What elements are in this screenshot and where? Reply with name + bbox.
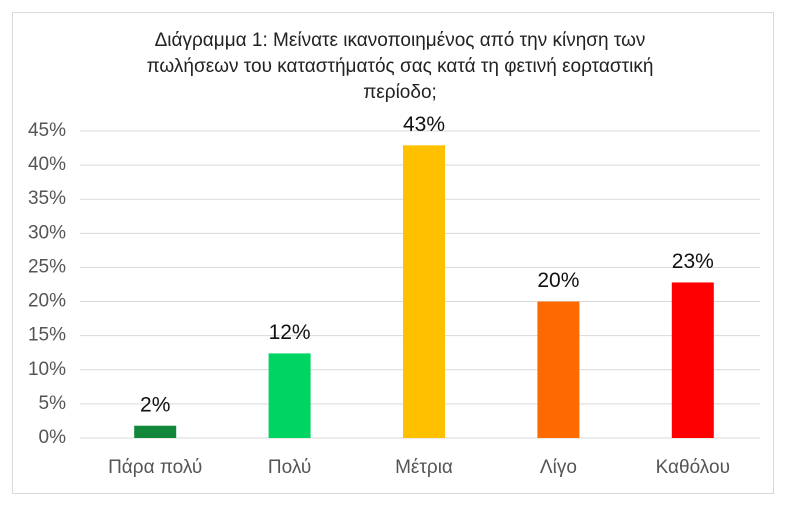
value-label: 20% (537, 269, 579, 292)
chart-frame (12, 12, 774, 494)
y-tick-label: 30% (28, 222, 66, 243)
x-tick-label: Πολύ (268, 457, 311, 478)
x-tick-label: Λίγο (540, 457, 577, 478)
y-tick-label: 35% (28, 188, 66, 209)
value-label: 23% (672, 250, 714, 273)
bar (134, 425, 177, 438)
y-tick-label: 45% (28, 120, 66, 141)
y-tick-label: 0% (39, 427, 67, 448)
x-tick-label: Καθόλου (656, 457, 730, 478)
y-tick-label: 10% (28, 359, 66, 380)
bar (537, 301, 580, 438)
y-tick-label: 20% (28, 291, 66, 312)
value-label: 12% (269, 321, 311, 344)
bar (403, 145, 445, 438)
value-label: 2% (140, 393, 170, 416)
bar (671, 282, 714, 438)
value-label: 43% (403, 113, 445, 136)
bar (268, 353, 311, 438)
y-tick-label: 15% (28, 325, 66, 346)
x-tick-label: Πάρα πολύ (108, 457, 202, 478)
y-tick-label: 25% (28, 256, 66, 277)
chart-title: Διάγραμμα 1: Μείνατε ικανοποιημένος από … (146, 30, 654, 103)
x-tick-label: Μέτρια (395, 457, 453, 478)
y-tick-label: 40% (28, 154, 66, 175)
y-tick-label: 5% (39, 393, 67, 414)
